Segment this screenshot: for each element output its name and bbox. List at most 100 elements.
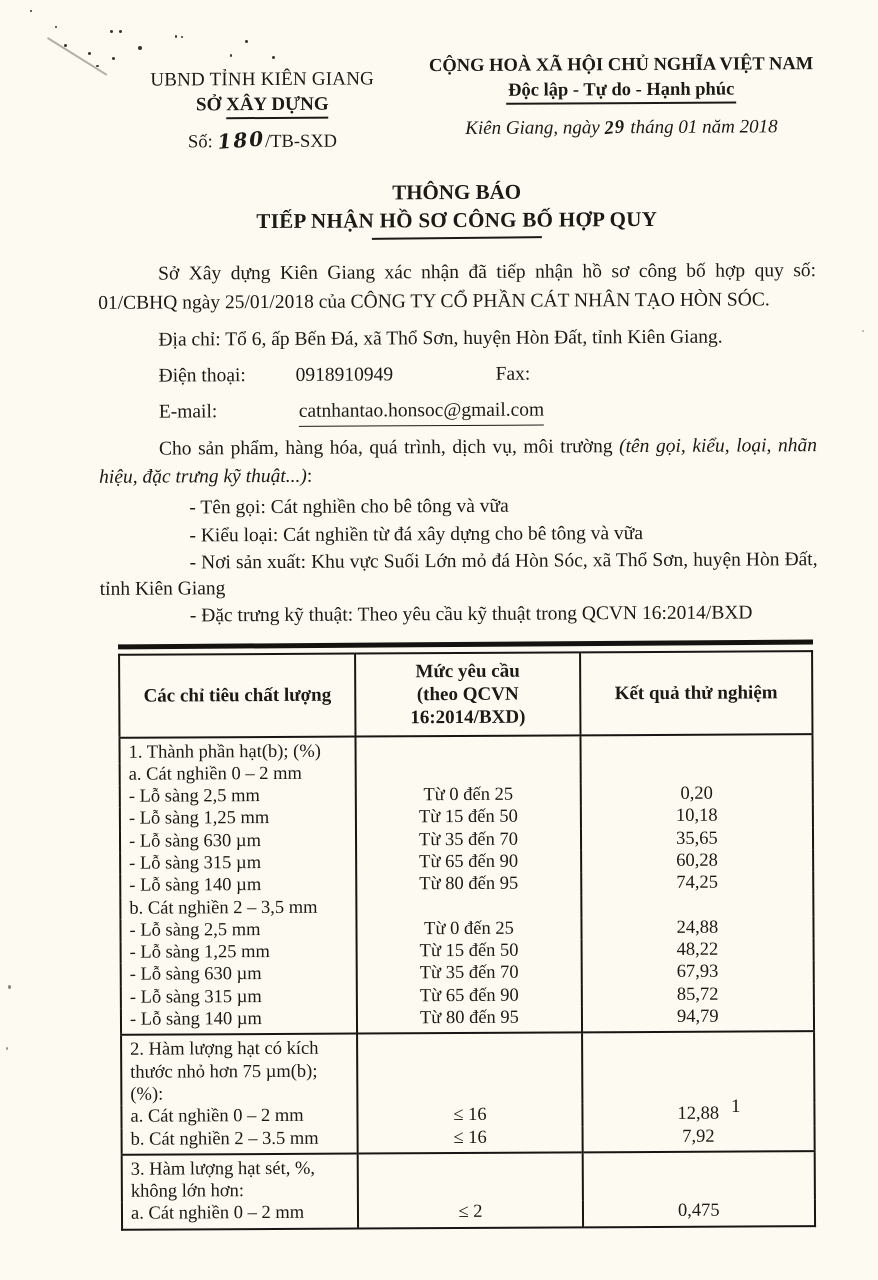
criteria-cell: - Lỗ sàng 140 µm [129, 875, 262, 897]
requirement-cell: ≤ 16 [357, 1125, 583, 1154]
criteria-cell: 2. Hàm lượng hạt có kích thước nhỏ hơn 7… [130, 1039, 319, 1105]
requirement-cell: Từ 65 đến 90 [356, 850, 581, 874]
criteria-cell: - Lỗ sàng 1,25 mm [128, 808, 270, 830]
result-cell: 10,18 [580, 804, 813, 829]
document-header: UBND TỈNH KIÊN GIANG SỞ XÂY DỰNG Số: 180… [97, 54, 815, 154]
result-cell [582, 1150, 815, 1201]
requirement-cell [357, 1032, 583, 1105]
requirement-cell [357, 1152, 583, 1202]
test-results-table-wrap: Các chỉ tiêu chất lượng Mức yêu cầu (the… [117, 639, 817, 1231]
document-number: Số: 180/TB-SXD [187, 126, 338, 154]
table-header: Các chỉ tiêu chất lượng Mức yêu cầu (the… [119, 650, 813, 738]
requirement-cell: Từ 35 đến 70 [356, 961, 582, 986]
table-row: a. Cát nghiền 0 – 2 mm ≤ 16 12,88 [121, 1102, 815, 1128]
result-cell: 7,92 [582, 1124, 815, 1153]
title-line1: THÔNG BÁO [392, 179, 522, 205]
table-row: 3. Hàm lượng hạt sét, %, không lớn hơn: [122, 1150, 815, 1203]
phone-value: 0918910949 [295, 364, 394, 386]
criteria-cell: - Lỗ sàng 630 µm [129, 964, 262, 986]
table-section: 2. Hàm lượng hạt có kích thước nhỏ hơn 7… [121, 1031, 815, 1155]
criteria-cell: - Lỗ sàng 2,5 mm [129, 919, 261, 941]
requirement-cell: Từ 0 đến 25 [355, 783, 581, 807]
email-value: catnhantao.honsoc@gmail.com [298, 396, 545, 427]
test-results-table: Các chỉ tiêu chất lượng Mức yêu cầu (the… [118, 649, 817, 1231]
result-cell [580, 759, 813, 784]
header-result: Kết quả thử nghiệm [579, 650, 813, 735]
result-cell: 35,65 [580, 826, 814, 851]
issuing-agency-block: UBND TỈNH KIÊN GIANG SỞ XÂY DỰNG Số: 180… [97, 56, 428, 154]
title-line2: TIẾP NHẬN HỒ SƠ CÔNG BỐ HỢP QUY [256, 206, 658, 234]
requirement-cell: Từ 65 đến 90 [356, 984, 582, 1008]
national-motto-block: CỘNG HOÀ XÃ HỘI CHỦ NGHĨA VIỆT NAM Độc l… [427, 54, 815, 152]
criteria-cell: 3. Hàm lượng hạt sét, %, không lớn hơn: [130, 1158, 316, 1202]
criteria-cell: - Lỗ sàng 315 µm [129, 853, 262, 874]
phone-line: Điện thoại: 0918910949 Fax: [99, 359, 817, 390]
table-row: - Lỗ sàng 1,25 mm Từ 15 đến 50 10,18 [120, 804, 813, 831]
result-cell: 12,88 [582, 1102, 815, 1126]
address-line: Địa chỉ: Tổ 6, ấp Bến Đá, xã Thổ Sơn, hu… [158, 326, 723, 351]
result-cell [581, 1031, 815, 1104]
table-section: 3. Hàm lượng hạt sét, %, không lớn hơn: a… [121, 1150, 816, 1230]
national-title: CỘNG HOÀ XÃ HỘI CHỦ NGHĨA VIỆT NAM [428, 54, 814, 77]
table-section: 1. Thành phần hạt(b); (%) a. Cát nghiền 0… [119, 733, 815, 1036]
document-title: THÔNG BÁO TIẾP NHẬN HỒ SƠ CÔNG BỐ HỢP QU… [98, 178, 816, 241]
criteria-cell: - Lỗ sàng 1,25 mm [129, 942, 270, 963]
scope-paragraph: Cho sản phẩm, hàng hóa, quá trình, dịch … [99, 435, 818, 488]
requirement-cell: ≤ 2 [358, 1200, 583, 1229]
result-cell: 85,72 [581, 982, 814, 1007]
requirement-cell: ≤ 16 [357, 1103, 583, 1128]
page-number: 1 [731, 1096, 741, 1117]
email-line: E-mail: catnhantao.honsoc@gmail.com [99, 395, 817, 427]
criteria-cell: a. Cát nghiền 0 – 2 mm [130, 1106, 304, 1127]
table-row: 1. Thành phần hạt(b); (%) [119, 733, 813, 764]
handwritten-day: 29 [603, 116, 627, 140]
national-motto: Độc lập - Tự do - Hạnh phúc [427, 79, 815, 105]
result-cell: 94,79 [581, 1005, 815, 1033]
result-cell: 0,20 [580, 782, 813, 806]
result-cell [580, 733, 813, 762]
criteria-cell: - Lỗ sàng 140 µm [129, 1009, 262, 1030]
table-row: a. Cát nghiền 0 – 2 mm ≤ 2 0,475 [122, 1199, 816, 1230]
agency-parent: UBND TỈNH KIÊN GIANG [150, 68, 375, 91]
criteria-cell: b. Cát nghiền 2 – 3,5 mm [129, 897, 318, 919]
criteria-cell: - Lỗ sàng 630 µm [128, 830, 262, 852]
agency-name: SỞ XÂY DỰNG [97, 93, 427, 120]
table-top-rule [117, 639, 814, 649]
result-cell: 0,475 [582, 1199, 816, 1228]
intro-paragraph: Sở Xây dựng Kiên Giang xác nhận đã tiếp … [98, 260, 817, 314]
requirement-cell [356, 894, 582, 919]
requirement-cell [355, 734, 581, 763]
criteria-cell: a. Cát nghiền 0 – 2 mm [130, 1203, 305, 1225]
list-item-dac-trung: - Đặc trưng kỹ thuật: Theo yêu cầu kỹ th… [189, 602, 753, 627]
requirement-cell: Từ 15 đến 50 [356, 939, 582, 964]
header-requirement: Mức yêu cầu (theo QCVN 16:2014/BXD) [355, 651, 581, 737]
result-cell: 60,28 [580, 849, 814, 873]
criteria-cell: b. Cát nghiền 2 – 3.5 mm [130, 1128, 319, 1150]
requirement-cell [355, 761, 581, 785]
result-cell: 48,22 [581, 938, 814, 962]
product-detail-list: - Tên gọi: Cát nghiền cho bê tông và vữa… [99, 492, 818, 629]
phone-label: Điện thoại: [158, 365, 246, 387]
table-row: - Lỗ sàng 630 µm Từ 35 đến 70 67,93 [121, 960, 814, 987]
requirement-cell: Từ 15 đến 50 [356, 805, 581, 830]
table-row: 2. Hàm lượng hạt có kích thước nhỏ hơn 7… [121, 1031, 815, 1107]
criteria-cell: - Lỗ sàng 2,5 mm [128, 786, 260, 807]
result-cell: 74,25 [580, 871, 814, 895]
list-item-kieu-loai: - Kiểu loại: Cát nghiền từ đá xây dựng c… [189, 522, 644, 546]
header-criteria: Các chỉ tiêu chất lượng [119, 653, 356, 738]
result-cell: 24,88 [581, 916, 814, 940]
table-row: - Lỗ sàng 140 µm Từ 80 đến 95 94,79 [121, 1005, 815, 1035]
requirement-cell: Từ 80 đến 95 [356, 872, 582, 897]
list-item-noi-san-xuat: - Nơi sản xuất: Khu vực Suối Lớn mỏ đá H… [99, 549, 818, 600]
criteria-cell: a. Cát nghiền 0 – 2 mm [128, 763, 302, 785]
requirement-cell: Từ 35 đến 70 [356, 828, 581, 852]
fax-label: Fax: [495, 363, 531, 385]
handwritten-number: 180 [216, 126, 266, 154]
table-row: - Lỗ sàng 140 µm Từ 80 đến 95 74,25 [120, 871, 814, 897]
criteria-cell: 1. Thành phần hạt(b); (%) [128, 741, 321, 763]
requirement-cell: Từ 80 đến 95 [357, 1006, 582, 1034]
email-label: E-mail: [158, 401, 218, 423]
result-cell [581, 893, 814, 918]
title-underline [371, 236, 542, 240]
